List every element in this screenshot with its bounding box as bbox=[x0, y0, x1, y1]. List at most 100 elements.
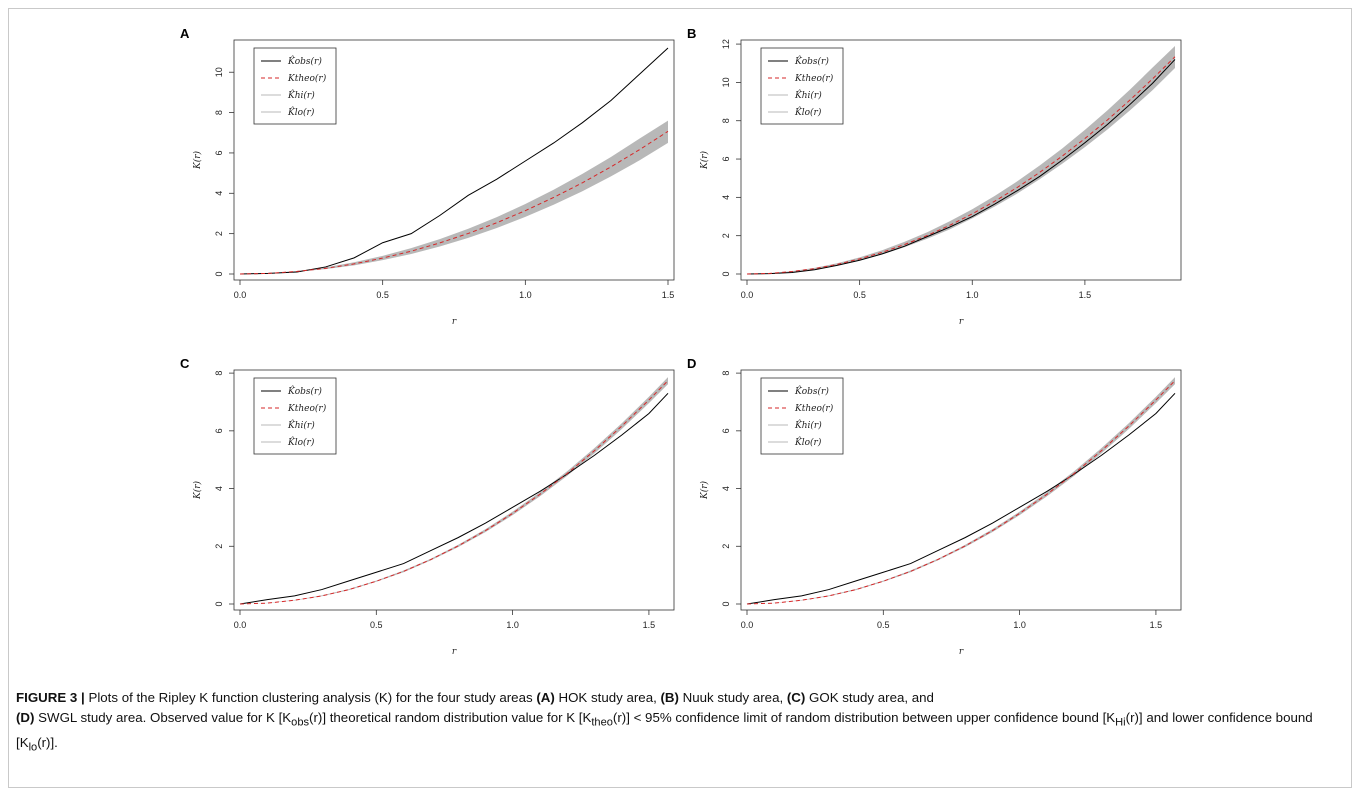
y-tick-label: 4 bbox=[721, 486, 731, 491]
confidence-envelope bbox=[240, 120, 668, 274]
x-axis-label: r bbox=[959, 317, 964, 327]
x-tick-label: 0.5 bbox=[370, 620, 383, 630]
observed-line bbox=[746, 392, 1176, 605]
x-tick-label: 0.0 bbox=[741, 290, 754, 300]
y-tick-label: 6 bbox=[214, 150, 224, 155]
caption-c: (C) bbox=[786, 690, 806, 705]
caption-text-4: (r)] and lower confidence bound [K bbox=[16, 710, 1313, 750]
legend-label: K̂hi(r) bbox=[794, 419, 822, 431]
y-axis-label: K(r) bbox=[699, 480, 710, 500]
y-tick-label: 12 bbox=[721, 39, 731, 49]
y-axis-label: K(r) bbox=[192, 480, 203, 500]
legend-label: K̂hi(r) bbox=[287, 419, 315, 431]
y-tick-label: 10 bbox=[721, 77, 731, 87]
x-tick-label: 0.0 bbox=[234, 620, 247, 630]
x-tick-label: 1.0 bbox=[519, 290, 532, 300]
caption-d: (D) bbox=[16, 710, 35, 725]
y-tick-label: 4 bbox=[214, 486, 224, 491]
y-axis-label: K(r) bbox=[192, 150, 203, 170]
legend-label: K̂lo(r) bbox=[287, 106, 315, 118]
legend-label: K̂lo(r) bbox=[287, 436, 315, 448]
caption-a-text: HOK study area, bbox=[554, 690, 661, 705]
caption-sub-obs: obs bbox=[291, 716, 310, 729]
x-tick-label: 0.0 bbox=[741, 620, 754, 630]
y-tick-label: 4 bbox=[214, 191, 224, 196]
x-tick-label: 0.5 bbox=[877, 620, 890, 630]
caption-d-text: SWGL study area. Observed value for K [K bbox=[34, 710, 292, 725]
y-tick-label: 8 bbox=[214, 371, 224, 376]
panel-b: B 0.0 0.5 1.0 1.5 0 2 4 6 8 10 12 r K(r) K̂obs(r) Kthe… bbox=[675, 16, 1185, 327]
y-tick-label: 10 bbox=[214, 67, 224, 77]
caption-text-3: (r)] < 95% confidence limit of random di… bbox=[612, 710, 1116, 725]
x-tick-label: 0.5 bbox=[376, 290, 389, 300]
figure-caption: FIGURE 3 | Plots of the Ripley K functio… bbox=[16, 688, 1336, 757]
y-tick-label: 6 bbox=[721, 428, 731, 433]
y-tick-label: 4 bbox=[721, 195, 731, 200]
x-tick-label: 1.5 bbox=[1079, 290, 1092, 300]
x-tick-label: 1.5 bbox=[1150, 620, 1163, 630]
y-tick-label: 6 bbox=[214, 428, 224, 433]
plot-frame bbox=[740, 369, 1182, 611]
y-tick-label: 0 bbox=[721, 271, 731, 276]
caption-b-text: Nuuk study area, bbox=[678, 690, 787, 705]
legend-label: K̂lo(r) bbox=[794, 436, 822, 448]
panel-d-chart: 0.0 0.5 1.0 1.5 0 2 4 6 8 r K(r) K̂obs(r) Ktheo(r) K̂… bbox=[699, 369, 1182, 657]
plot-frame bbox=[233, 369, 675, 611]
plot-frame bbox=[233, 39, 675, 281]
observed-line bbox=[746, 59, 1176, 275]
caption-b: (B) bbox=[660, 690, 679, 705]
caption-sub-lo: lo bbox=[28, 741, 38, 754]
caption-sub-theo: theo bbox=[591, 716, 613, 729]
legend-label: Ktheo(r) bbox=[287, 73, 327, 84]
legend-label: Ktheo(r) bbox=[794, 73, 834, 84]
theoretical-line bbox=[746, 380, 1176, 605]
panel-a-chart: 0.0 0.5 1.0 1.5 0 2 4 6 8 10 r K(r) K̂obs(r) Ktheo(r)… bbox=[192, 39, 675, 327]
legend-label: Ktheo(r) bbox=[287, 403, 327, 414]
caption-text-5: (r)]. bbox=[37, 734, 58, 750]
legend-label: K̂lo(r) bbox=[794, 106, 822, 118]
legend-label: K̂obs(r) bbox=[287, 55, 322, 67]
panel-a-letter: A bbox=[180, 26, 190, 41]
y-tick-label: 8 bbox=[721, 371, 731, 376]
panel-d-letter: D bbox=[687, 356, 697, 371]
x-tick-label: 1.0 bbox=[506, 620, 519, 630]
y-tick-label: 8 bbox=[214, 110, 224, 115]
caption-c-text: GOK study area, and bbox=[805, 690, 934, 705]
y-tick-label: 0 bbox=[721, 601, 731, 606]
legend-label: K̂hi(r) bbox=[794, 89, 822, 101]
legend-label: K̂obs(r) bbox=[794, 385, 829, 397]
theoretical-line bbox=[239, 130, 669, 275]
caption-a: (A) bbox=[536, 690, 555, 705]
x-tick-label: 1.5 bbox=[662, 290, 675, 300]
legend-label: K̂hi(r) bbox=[287, 89, 315, 101]
legend-label: K̂obs(r) bbox=[287, 385, 322, 397]
panel-d: D 0.0 0.5 1.0 1.5 0 2 4 6 8 r K(r) K̂obs(r) Ktheo(r)… bbox=[675, 346, 1185, 657]
x-axis-label: r bbox=[452, 647, 457, 657]
panel-a: A 0.0 0.5 1.0 1.5 0 2 4 6 8 10 r K(r) K̂obs(r) Ktheo(… bbox=[168, 16, 678, 327]
theoretical-line bbox=[746, 56, 1176, 275]
x-tick-label: 1.0 bbox=[1013, 620, 1026, 630]
x-tick-label: 0.0 bbox=[234, 290, 247, 300]
y-tick-label: 0 bbox=[214, 601, 224, 606]
figure-frame bbox=[8, 8, 1352, 788]
caption-sub-hi: Hi bbox=[1115, 716, 1126, 729]
legend-label: Ktheo(r) bbox=[794, 403, 834, 414]
caption-text-2: (r)] theoretical random distribution val… bbox=[309, 710, 592, 725]
x-tick-label: 1.0 bbox=[966, 290, 979, 300]
y-tick-label: 2 bbox=[721, 233, 731, 238]
y-tick-label: 8 bbox=[721, 118, 731, 123]
x-axis-label: r bbox=[452, 317, 457, 327]
legend-label: K̂obs(r) bbox=[794, 55, 829, 67]
panel-c-chart: 0.0 0.5 1.0 1.5 0 2 4 6 8 r K(r) K̂obs(r) Ktheo(r) K̂… bbox=[192, 369, 675, 657]
x-axis-label: r bbox=[959, 647, 964, 657]
y-axis-label: K(r) bbox=[699, 150, 710, 170]
panel-b-chart: 0.0 0.5 1.0 1.5 0 2 4 6 8 10 12 r K(r) K̂obs(r) Ktheo(… bbox=[699, 39, 1182, 327]
y-tick-label: 0 bbox=[214, 271, 224, 276]
panel-b-letter: B bbox=[687, 26, 697, 41]
y-tick-label: 2 bbox=[721, 544, 731, 549]
panel-c: C 0.0 0.5 1.0 1.5 0 2 4 6 8 r K(r) K̂obs(r) Ktheo(r)… bbox=[168, 346, 678, 657]
caption-text-1: Plots of the Ripley K function clusterin… bbox=[84, 690, 537, 705]
y-tick-label: 2 bbox=[214, 231, 224, 236]
y-tick-label: 2 bbox=[214, 544, 224, 549]
y-tick-label: 6 bbox=[721, 157, 731, 162]
